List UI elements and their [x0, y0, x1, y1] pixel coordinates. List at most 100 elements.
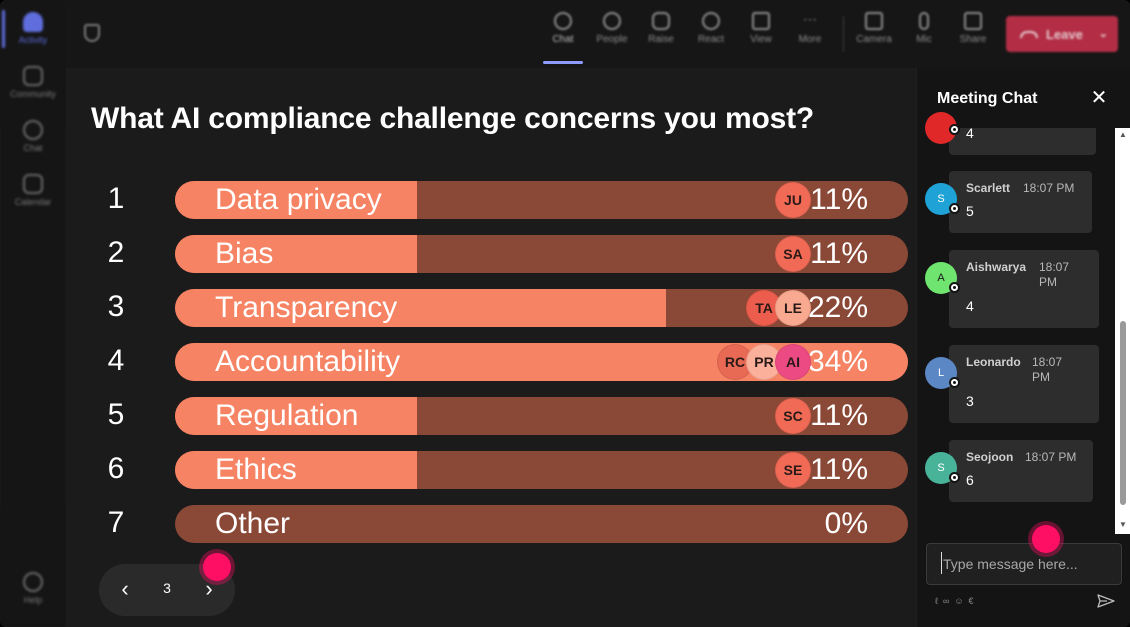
- meeting-chat-panel: Meeting Chat ✕ 4 Scarlett 18:07 PM 5 S A…: [916, 68, 1130, 627]
- message-text: 3: [966, 393, 974, 409]
- message-text: 4: [966, 125, 974, 141]
- avatar: A: [925, 262, 957, 294]
- option-number: 2: [107, 236, 125, 269]
- chevron-left-icon[interactable]: ‹: [121, 576, 129, 601]
- poll-question: What AI compliance challenge concerns yo…: [91, 102, 814, 135]
- people-icon: [603, 12, 621, 30]
- toolbar-label: Raise: [648, 34, 674, 45]
- message-author: Scarlett: [966, 181, 1011, 195]
- poll-option: 7 Other 0%: [66, 505, 916, 543]
- message-time: 18:07 PM: [1023, 181, 1075, 195]
- result-bar-fill: [175, 181, 417, 219]
- toolbar-label: React: [697, 34, 725, 45]
- phone-hangup-icon: [1020, 30, 1038, 38]
- result-bar-fill: [175, 451, 417, 489]
- poll-option: 2 Bias SA 11%: [66, 235, 916, 273]
- pointer-highlight: [203, 553, 231, 581]
- toolbar-label: People: [596, 34, 628, 45]
- option-label: Data privacy: [215, 183, 382, 216]
- people-group-icon: [23, 66, 43, 86]
- option-number: 1: [107, 182, 125, 215]
- calendar-icon: [23, 174, 43, 194]
- toolbar-camera-button[interactable]: Camera: [851, 12, 897, 45]
- rail-item-activity[interactable]: Activity: [0, 12, 66, 45]
- chat-icon: [23, 120, 43, 140]
- poll-option: 5 Regulation SC 11%: [66, 397, 916, 435]
- voter-avatar: SE: [775, 452, 811, 488]
- poll-option: 6 Ethics SE 11%: [66, 451, 916, 489]
- toolbar-raise-button[interactable]: Raise: [638, 12, 684, 45]
- toolbar-view-button[interactable]: View: [738, 12, 784, 45]
- leave-button[interactable]: Leave ⌄: [1006, 16, 1118, 52]
- option-label: Transparency: [215, 291, 398, 324]
- toolbar-chat-button[interactable]: Chat: [540, 12, 586, 45]
- chat-message: Seojoon 18:07 PM 6: [949, 440, 1093, 502]
- scroll-down-arrow-icon[interactable]: ▼: [1119, 520, 1127, 529]
- voter-avatar: LE: [775, 290, 811, 326]
- voter-avatar: JU: [775, 182, 811, 218]
- chevron-down-icon[interactable]: ⌄: [1098, 28, 1108, 40]
- voter-avatar: PR: [746, 344, 782, 380]
- poll-results-stage: What AI compliance challenge concerns yo…: [66, 68, 916, 627]
- toolbar-react-button[interactable]: React: [688, 12, 734, 45]
- toolbar-label: Mic: [916, 34, 932, 45]
- text-caret: [941, 552, 942, 574]
- rail-item-community[interactable]: Community: [0, 66, 66, 99]
- more-icon: ⋯: [803, 11, 817, 27]
- close-icon[interactable]: ✕: [1090, 87, 1108, 109]
- chevron-right-icon[interactable]: ›: [205, 576, 213, 601]
- view-grid-icon: [752, 12, 770, 30]
- rail-item-calendar[interactable]: Calendar: [0, 174, 66, 207]
- rail-item-chat[interactable]: Chat: [0, 120, 66, 153]
- status-dot: [949, 282, 960, 293]
- option-label: Regulation: [215, 399, 359, 432]
- pointer-highlight: [1032, 525, 1060, 553]
- message-text: 5: [966, 203, 974, 219]
- result-bar-fill: [175, 235, 417, 273]
- message-time: 18:07 PM: [1039, 260, 1070, 289]
- toolbar-mic-button[interactable]: Mic: [901, 12, 947, 45]
- option-percentage: 11%: [810, 183, 868, 216]
- option-percentage: 22%: [808, 291, 869, 324]
- help-icon: [23, 572, 43, 592]
- result-bar: [175, 505, 908, 543]
- format-icon[interactable]: ℓ: [935, 596, 943, 606]
- chat-message: 4: [949, 125, 1096, 155]
- message-author: Leonardo: [966, 355, 1021, 369]
- rail-item-label: Activity: [18, 35, 48, 45]
- mic-icon: [919, 12, 929, 30]
- option-percentage: 11%: [810, 237, 868, 270]
- toolbar-people-button[interactable]: People: [589, 12, 635, 45]
- rail-item-label: Chat: [23, 143, 43, 153]
- toolbar-divider: [843, 16, 844, 52]
- attach-icon[interactable]: ∞: [942, 596, 955, 606]
- gif-icon[interactable]: €: [968, 596, 979, 606]
- rail-item-help[interactable]: Help: [0, 572, 66, 605]
- chat-message-input[interactable]: [926, 543, 1122, 585]
- option-number: 7: [107, 506, 125, 539]
- format-toolbar: ℓ∞☺€: [935, 596, 979, 606]
- scroll-up-arrow-icon[interactable]: ▲: [1119, 130, 1127, 139]
- rail-item-label: Calendar: [14, 197, 52, 207]
- toolbar-label: View: [750, 34, 772, 45]
- toolbar-share-button[interactable]: Share: [950, 12, 996, 45]
- shield-icon: [84, 24, 100, 42]
- toolbar-more-button[interactable]: ⋯ More: [787, 12, 833, 45]
- bell-icon: [23, 12, 43, 32]
- option-percentage: 0%: [824, 507, 868, 540]
- emoji-icon[interactable]: ☺: [954, 596, 969, 606]
- message-text: 6: [966, 472, 974, 488]
- message-time: 18:07 PM: [1032, 355, 1063, 384]
- option-percentage: 11%: [810, 399, 868, 432]
- message-time: 18:07 PM: [1025, 450, 1077, 464]
- result-bar-fill: [175, 397, 417, 435]
- chat-icon: [554, 12, 572, 30]
- voter-avatar: SA: [775, 236, 811, 272]
- chat-scroll-thumb[interactable]: [1120, 321, 1126, 505]
- result-bar-fill: [175, 289, 666, 327]
- send-icon[interactable]: [1097, 594, 1115, 608]
- chat-header: Meeting Chat ✕: [917, 68, 1130, 128]
- option-percentage: 34%: [808, 345, 869, 378]
- voter-avatar: SC: [775, 398, 811, 434]
- option-number: 6: [107, 452, 125, 485]
